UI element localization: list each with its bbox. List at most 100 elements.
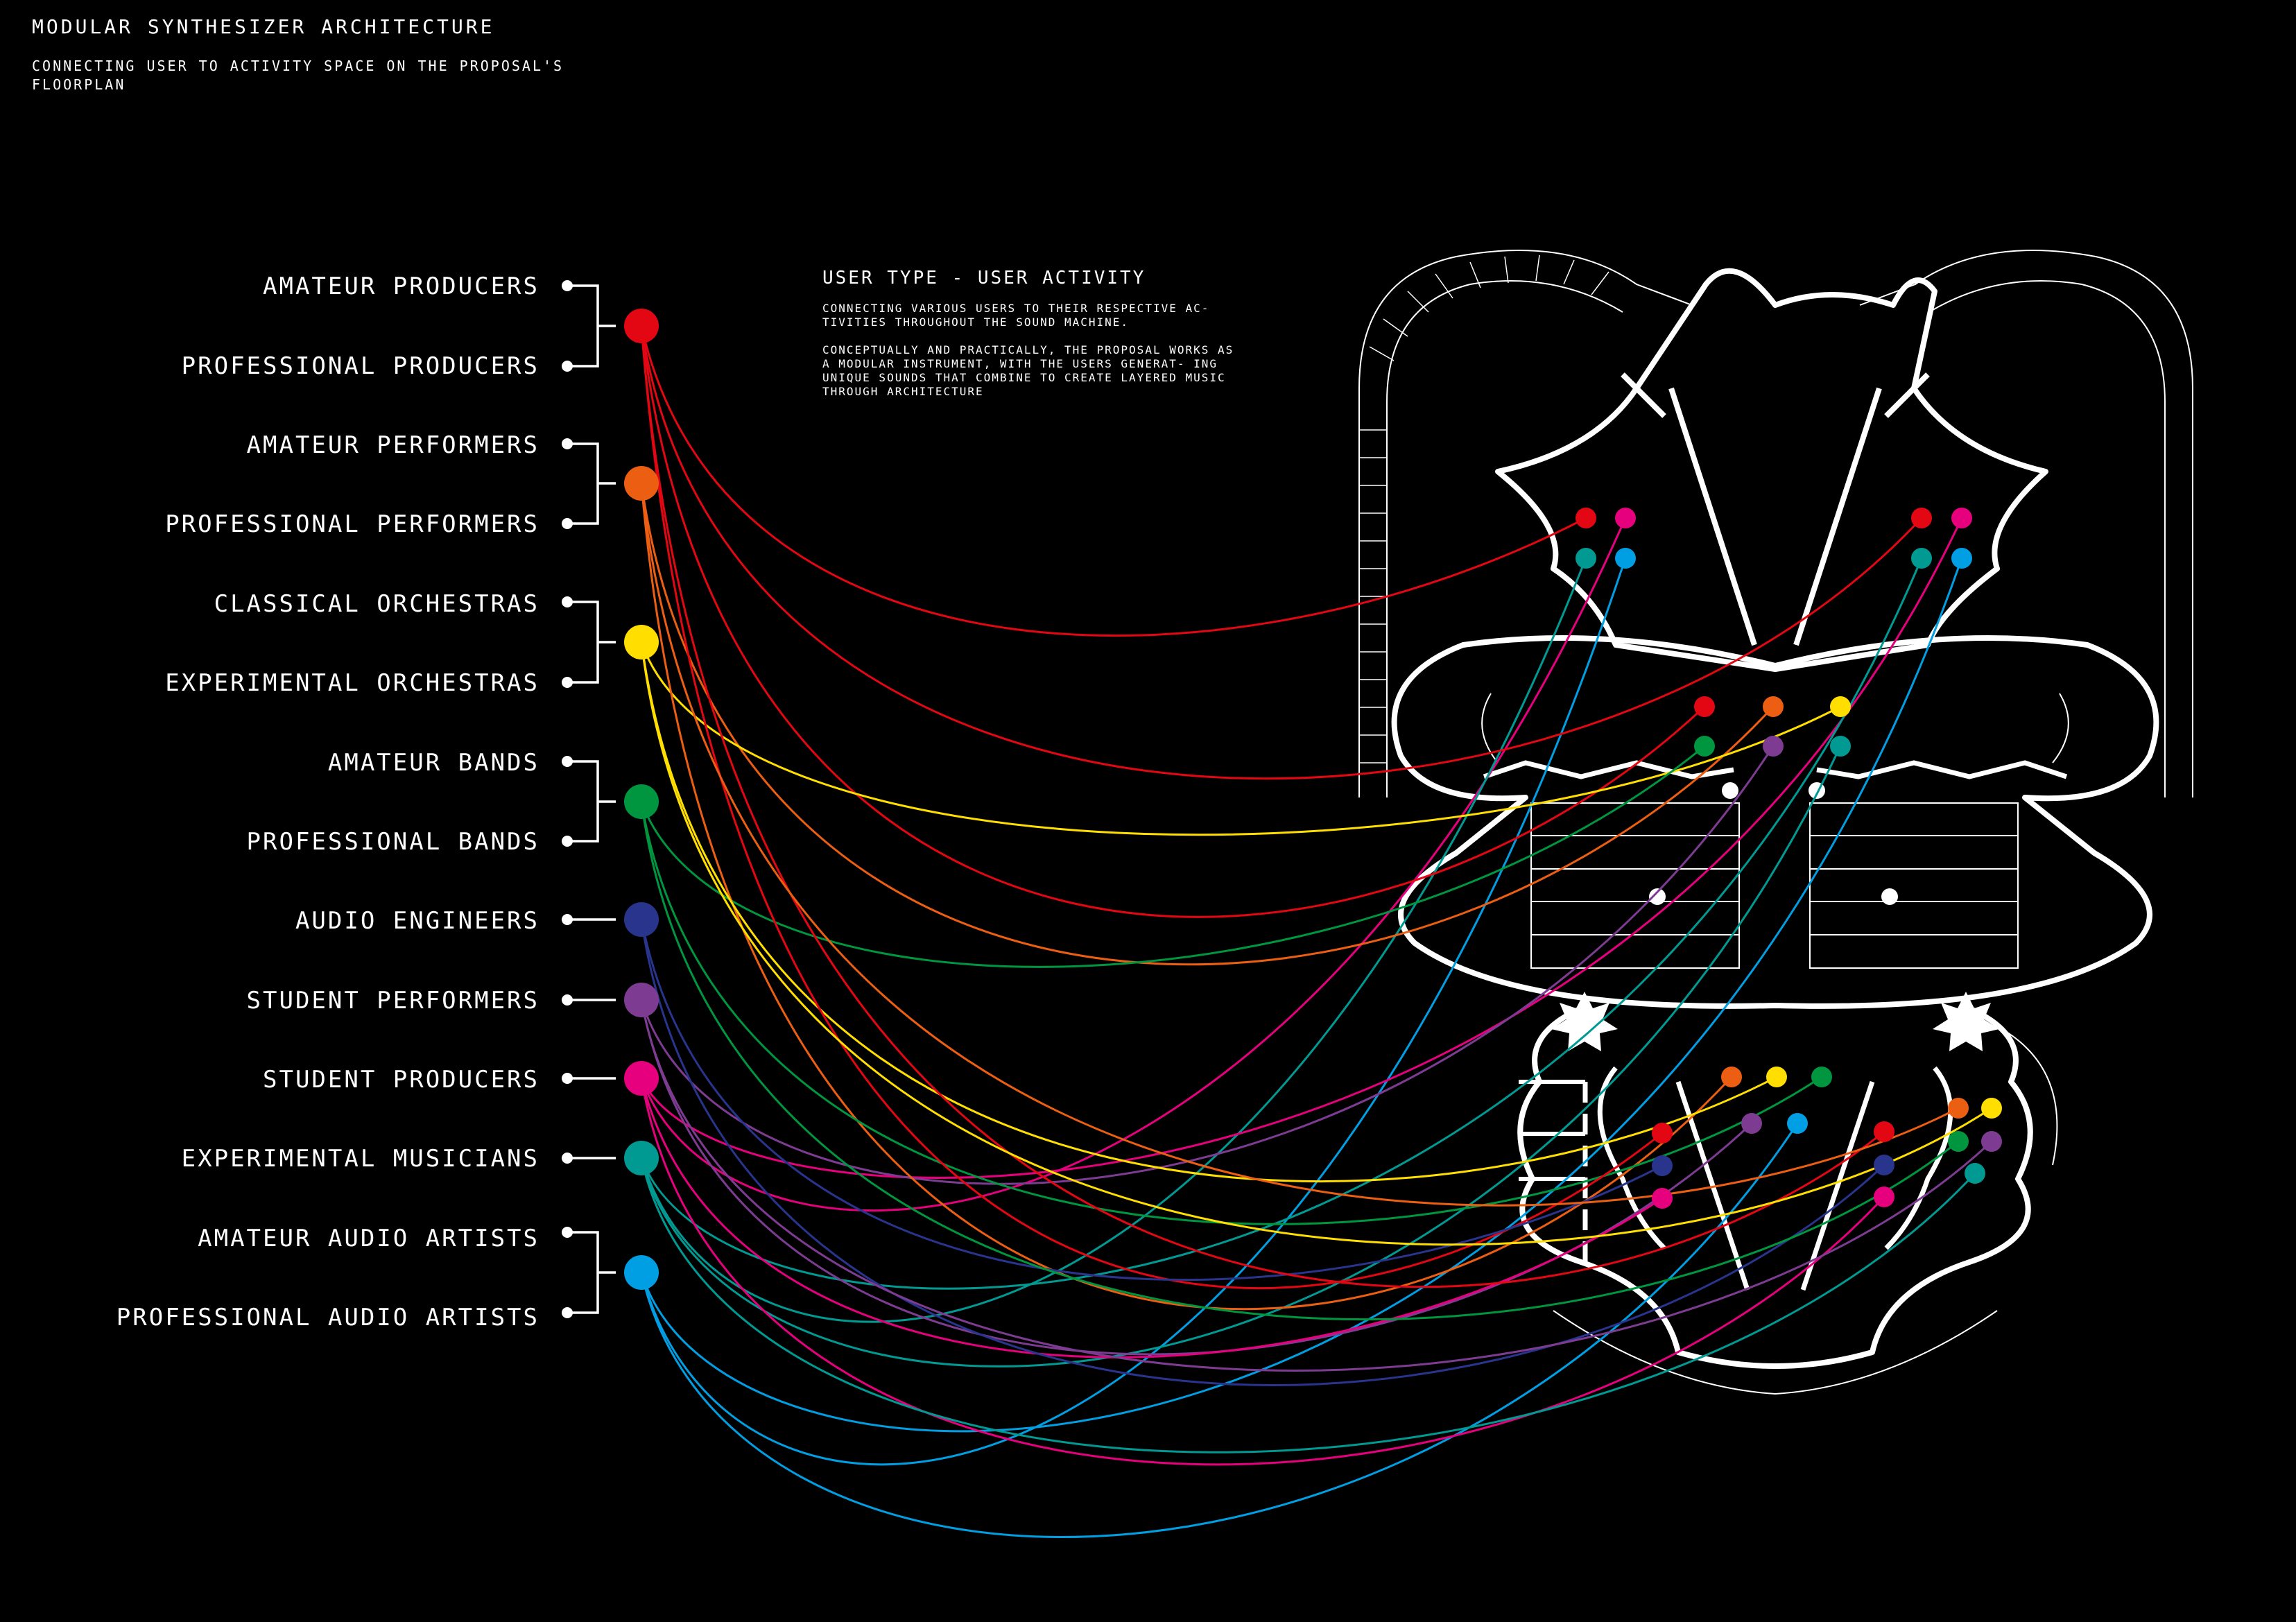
activity-nodes [1576,508,2002,1209]
activity-node-producers [1694,696,1715,717]
connection-curve-experimental-musicians [640,745,1842,1368]
connection-curve-performers [640,483,1959,1207]
connection-curve-student-producers [640,1078,1885,1466]
page-title: MODULAR SYNTHESIZER ARCHITECTURE [32,15,495,38]
label-dot [562,518,573,529]
user-node-audio-engineers [624,902,659,937]
user-nodes [624,309,659,1290]
connection-curve-student-producers [640,517,1627,1212]
activity-node-performers [1721,1067,1742,1087]
activity-node-bands [1694,736,1715,757]
user-node-experimental-musicians [624,1141,659,1175]
activity-node-performers [1763,696,1784,717]
user-label-amateur-audio-artists: AMATEUR AUDIO ARTISTS [198,1225,540,1252]
activity-node-producers [1874,1121,1894,1142]
user-label-experimental-orchestras: EXPERIMENTAL ORCHESTRAS [165,669,540,697]
bracket-orchestras [567,601,616,684]
activity-node-student-producers [1652,1188,1673,1209]
user-label-audio-engineers: AUDIO ENGINEERS [295,907,540,935]
user-node-orchestras [624,625,659,659]
user-node-bands [624,784,659,819]
activity-node-performers [1948,1098,1969,1119]
label-dot [562,756,573,767]
connection-curve-audio-artists [640,1123,1799,1538]
page-subtitle: CONNECTING USER TO ACTIVITY SPACE ON THE… [32,58,564,93]
user-brackets [567,284,616,1314]
bracket-performers [567,442,616,525]
activity-node-experimental-musicians [1965,1163,1985,1184]
bracket-audio-artists [567,1231,616,1314]
activity-node-audio-artists [1787,1113,1808,1134]
floorplan [1358,250,2193,1395]
label-dot [562,361,573,372]
stair-hatching [1359,254,1609,763]
outer-shell-right [1859,250,2193,797]
activity-node-student-producers [1951,508,1972,528]
user-label-amateur-performers: AMATEUR PERFORMERS [246,431,540,459]
middle-thin-arcs [1481,693,2069,763]
activity-node-audio-artists [1951,548,1972,569]
activity-node-orchestras [1766,1067,1787,1087]
label-dot [562,1153,573,1164]
label-dot [562,994,573,1006]
activity-node-orchestras [1981,1098,2002,1119]
label-dot [562,677,573,688]
user-label-student-performers: STUDENT PERFORMERS [246,987,540,1015]
connection-curve-experimental-musicians [640,1157,1976,1453]
outer-shell-left [1358,250,1693,797]
inner-shell-left [1386,280,1623,797]
middle-body [1391,635,2159,1009]
activity-node-student-producers [1874,1187,1894,1207]
speaker-star-icon [1881,888,1898,905]
speaker-star-icon [1933,992,1999,1051]
connection-curve-bands [640,745,1705,968]
connection-curve-bands [640,801,1959,1321]
label-dots [562,280,573,1318]
info-paragraph-1: CONNECTING VARIOUS USERS TO THEIR RESPEC… [822,302,1210,329]
activity-node-producers [1576,508,1596,528]
activity-node-producers [1652,1123,1673,1144]
activity-node-experimental-musicians [1911,548,1932,569]
activity-node-orchestras [1830,696,1851,717]
user-label-amateur-producers: AMATEUR PRODUCERS [263,273,540,300]
lower-partitions [1519,1080,1585,1181]
activity-node-experimental-musicians [1830,736,1851,757]
connection-curve-orchestras [640,641,1777,1182]
connection-curve-producers [640,325,1885,1288]
activity-node-experimental-musicians [1576,548,1596,569]
user-node-performers [624,466,659,501]
user-label-professional-bands: PROFESSIONAL BANDS [246,828,540,856]
user-node-audio-artists [624,1255,659,1290]
user-label-professional-performers: PROFESSIONAL PERFORMERS [165,510,540,538]
connection-curve-experimental-musicians [640,558,1923,1290]
activity-node-student-producers [1615,508,1636,528]
connection-curve-student-performers [640,999,1993,1372]
middle-zigzag [1483,760,2068,779]
connection-curve-audio-artists [640,558,1963,1433]
speaker-star-icon [1722,782,1738,799]
activity-node-bands [1811,1067,1832,1087]
inner-shell-right [1928,280,2166,797]
studio-right [1809,802,2019,969]
label-dot [562,1073,573,1084]
label-dot [562,1227,573,1238]
connection-curve-student-producers [640,1078,1663,1358]
user-label-student-producers: STUDENT PRODUCERS [263,1066,540,1094]
label-dot [562,280,573,291]
connection-curve-student-performers [640,745,1775,1185]
user-label-classical-orchestras: CLASSICAL ORCHESTRAS [214,590,540,618]
label-dot [562,596,573,607]
activity-node-producers [1911,508,1932,528]
connection-curve-audio-engineers [640,919,1885,1386]
user-label-professional-audio-artists: PROFESSIONAL AUDIO ARTISTS [116,1304,540,1331]
label-dot [562,1307,573,1318]
lower-chamber [1517,1003,2033,1369]
activity-node-student-performers [1763,736,1784,757]
upper-wedge-right [1793,372,1930,646]
connection-curve-producers [640,325,1706,918]
activity-node-student-performers [1741,1113,1762,1134]
connection-curve-orchestras [640,641,1992,1246]
user-label-amateur-bands: AMATEUR BANDS [327,749,540,777]
upper-core [1495,268,2048,672]
